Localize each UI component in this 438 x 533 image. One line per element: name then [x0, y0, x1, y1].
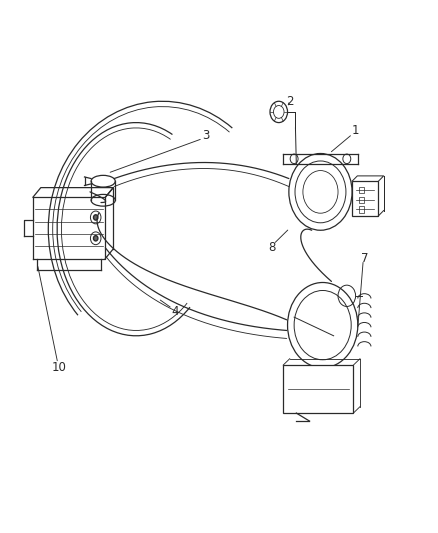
Bar: [283, 365, 353, 413]
Text: 10: 10: [52, 361, 67, 374]
Bar: [358, 206, 363, 213]
Bar: [351, 181, 378, 216]
Circle shape: [93, 236, 98, 241]
Text: 1: 1: [351, 124, 359, 137]
Bar: [358, 197, 363, 203]
Text: 2: 2: [285, 95, 293, 108]
Text: 7: 7: [360, 252, 367, 265]
Circle shape: [93, 215, 98, 220]
Text: 4: 4: [171, 305, 179, 318]
Text: 8: 8: [268, 241, 275, 254]
Text: 3: 3: [202, 130, 209, 142]
Bar: [358, 187, 363, 193]
